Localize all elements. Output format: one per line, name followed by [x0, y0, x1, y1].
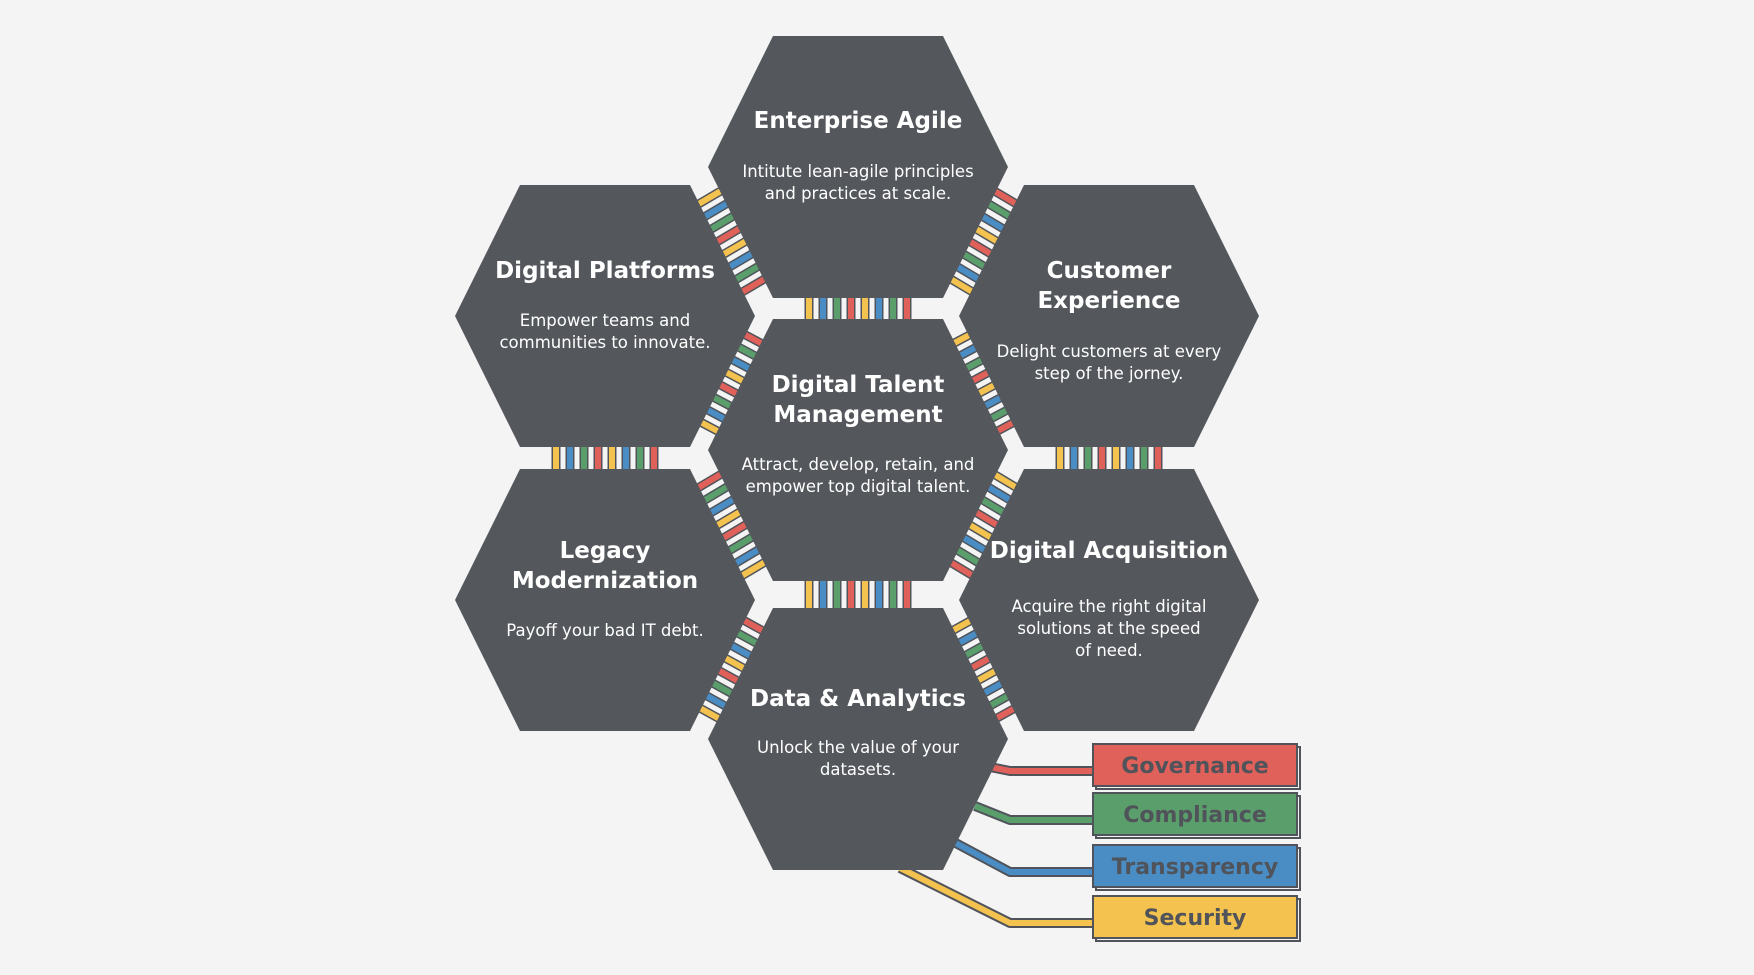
hexagon-group: Enterprise Agile Intitute lean-agile prin… — [455, 36, 1259, 870]
hexagon-data-analytics: Data & Analytics Unlock the value of your… — [708, 608, 1008, 870]
legend-label: Compliance — [1123, 803, 1266, 828]
legend-label: Security — [1144, 906, 1247, 931]
hexagon-description: empower top digital talent. — [746, 477, 971, 496]
hexagon-description: Empower teams and — [520, 311, 690, 330]
hexagon-legacy-modernization: Legacy Modernization Payoff your bad IT de… — [455, 469, 755, 731]
hexagon-digital-platforms: Digital Platforms Empower teams and commun… — [455, 185, 755, 447]
legend-line-outline — [947, 835, 1098, 877]
hexagon-description: Attract, develop, retain, and — [742, 455, 975, 474]
hexagon-description: step of the jorney. — [1035, 364, 1184, 383]
hexagon-description: communities to innovate. — [499, 333, 710, 352]
hexagon-title: Experience — [1037, 288, 1180, 314]
hexagon-description: Unlock the value of your — [757, 738, 959, 757]
legend-box — [1092, 844, 1298, 888]
hexagon-description: Payoff your bad IT debt. — [506, 621, 703, 640]
hexagon-shape — [708, 319, 1008, 581]
legend-item-compliance: Compliance — [1092, 792, 1301, 839]
hexagon-description: datasets. — [820, 760, 896, 779]
legend-line — [973, 803, 1098, 823]
legend-item-security: Security — [1092, 895, 1301, 942]
hexagon-title: Modernization — [512, 568, 698, 594]
hexagon-title: Digital Platforms — [495, 258, 715, 284]
hexagon-title: Legacy — [560, 538, 651, 564]
hexagon-shape — [455, 185, 755, 447]
hexagon-title: Management — [773, 402, 942, 428]
hexagon-title: Digital Talent — [772, 372, 945, 398]
hexagon-description: and practices at scale. — [765, 184, 951, 203]
legend-label: Transparency — [1112, 855, 1278, 880]
legend-box — [1092, 743, 1298, 787]
hexagon-title: Enterprise Agile — [754, 108, 963, 134]
hexagon-enterprise-agile: Enterprise Agile Intitute lean-agile prin… — [708, 36, 1008, 298]
hexagon-shape — [708, 36, 1008, 298]
hexagon-digital-talent-management: Digital Talent Management Attract, develop… — [708, 319, 1008, 581]
hexagon-title: Customer — [1047, 258, 1172, 284]
hexagon-customer-experience: Customer Experience Delight customers at e… — [959, 185, 1259, 447]
hexagon-description: Acquire the right digital — [1011, 597, 1206, 616]
hexagon-shape — [708, 608, 1008, 870]
legend-box — [1092, 895, 1298, 939]
legend-box — [1092, 792, 1298, 836]
hexagon-description: Intitute lean-agile principles — [742, 162, 973, 181]
legend: Governance Compliance Transparency Security — [1092, 743, 1301, 942]
legend-line — [898, 865, 1098, 926]
hexagon-description: solutions at the speed — [1017, 619, 1200, 638]
hexagon-shape — [455, 469, 755, 731]
hexagon-description: of need. — [1075, 641, 1143, 660]
hexagon-digital-acquisition: Digital Acquisition Acquire the right dig… — [959, 469, 1259, 731]
legend-item-governance: Governance — [1092, 743, 1301, 790]
legend-line — [948, 837, 1098, 875]
legend-label: Governance — [1121, 754, 1268, 779]
hexagon-description: Delight customers at every — [997, 342, 1222, 361]
hexagon-title: Digital Acquisition — [990, 538, 1229, 564]
hexagon-shape — [959, 185, 1259, 447]
hexagon-title: Data & Analytics — [750, 686, 966, 712]
hexagon-shape — [959, 469, 1259, 731]
legend-item-transparency: Transparency — [1092, 844, 1301, 891]
legend-connector-lines — [897, 762, 1098, 928]
legend-line — [989, 764, 1098, 774]
